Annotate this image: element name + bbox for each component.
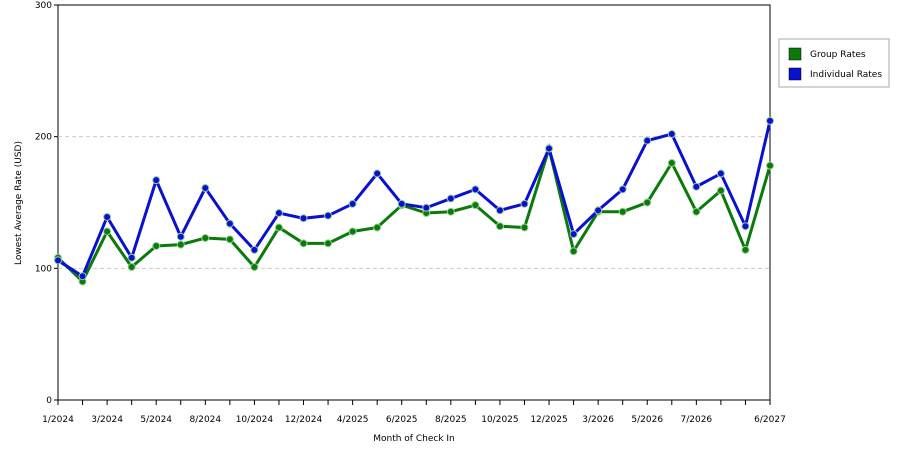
x-tick-label: 5/2026 — [631, 415, 663, 425]
point — [446, 194, 455, 203]
point — [152, 241, 161, 250]
point — [495, 222, 504, 231]
point — [667, 159, 676, 167]
point — [103, 227, 112, 236]
y-tick-label: 300 — [35, 1, 52, 11]
point — [299, 214, 308, 223]
legend-swatch — [788, 47, 802, 61]
y-tick-label: 100 — [35, 264, 52, 274]
point — [127, 263, 136, 272]
point — [201, 234, 210, 243]
point — [569, 247, 578, 256]
point — [643, 198, 652, 207]
x-tick-label: 4/2025 — [337, 415, 369, 425]
legend-label: Group Rates — [810, 50, 866, 60]
x-tick-label: 12/2025 — [530, 415, 567, 425]
point — [324, 239, 333, 248]
x-tick-label: 10/2025 — [481, 415, 518, 425]
point — [618, 207, 627, 216]
point — [692, 207, 701, 216]
point — [766, 116, 774, 125]
x-tick-label: 10/2024 — [236, 415, 274, 425]
point — [545, 144, 554, 153]
point — [250, 245, 259, 254]
point — [397, 199, 406, 208]
point — [618, 185, 627, 194]
legend-label: Individual Rates — [810, 70, 882, 80]
point — [716, 169, 725, 178]
y-axis-label: Lowest Average Rate (USD) — [14, 141, 24, 265]
point — [225, 219, 234, 228]
series-line — [57, 120, 772, 279]
point — [225, 235, 234, 244]
legend-swatch — [788, 67, 802, 81]
point — [569, 230, 578, 239]
point — [471, 185, 480, 194]
point — [422, 203, 431, 212]
series-line — [56, 142, 772, 285]
point — [201, 184, 210, 193]
point — [495, 206, 504, 215]
point — [446, 207, 455, 216]
x-axis-label: Month of Check In — [373, 434, 455, 444]
point — [692, 182, 701, 191]
x-tick-label: 8/2024 — [189, 415, 221, 425]
point — [373, 169, 382, 178]
point — [54, 256, 62, 265]
point — [471, 201, 480, 210]
point — [176, 232, 185, 241]
x-tick-label: 12/2024 — [285, 415, 323, 425]
point — [274, 209, 283, 218]
y-tick-label: 200 — [35, 133, 52, 143]
plot-frame — [57, 4, 771, 401]
x-tick-label: 6/2027 — [754, 415, 786, 425]
point — [667, 130, 676, 139]
x-tick-label: 1/2024 — [42, 415, 74, 425]
point — [103, 212, 112, 221]
point — [299, 239, 308, 248]
point — [348, 227, 357, 236]
y-tick-label: 0 — [46, 396, 52, 406]
point — [348, 199, 357, 208]
point — [741, 245, 750, 254]
point — [176, 240, 185, 249]
point — [741, 222, 750, 231]
x-tick-label: 3/2026 — [582, 415, 614, 425]
point — [373, 223, 382, 232]
point — [324, 211, 333, 220]
point — [152, 176, 161, 185]
point — [716, 186, 725, 195]
point — [766, 161, 774, 170]
point — [250, 263, 259, 272]
x-tick-label: 3/2024 — [91, 415, 123, 425]
point — [643, 136, 652, 145]
point — [520, 223, 529, 232]
x-tick-label: 6/2025 — [386, 415, 418, 425]
point — [274, 223, 283, 232]
point — [127, 253, 136, 262]
point — [594, 206, 603, 215]
x-tick-label: 5/2024 — [140, 415, 172, 425]
point — [520, 199, 529, 208]
x-tick-label: 8/2025 — [435, 415, 467, 425]
x-tick-label: 7/2026 — [681, 415, 713, 425]
point — [78, 272, 87, 281]
